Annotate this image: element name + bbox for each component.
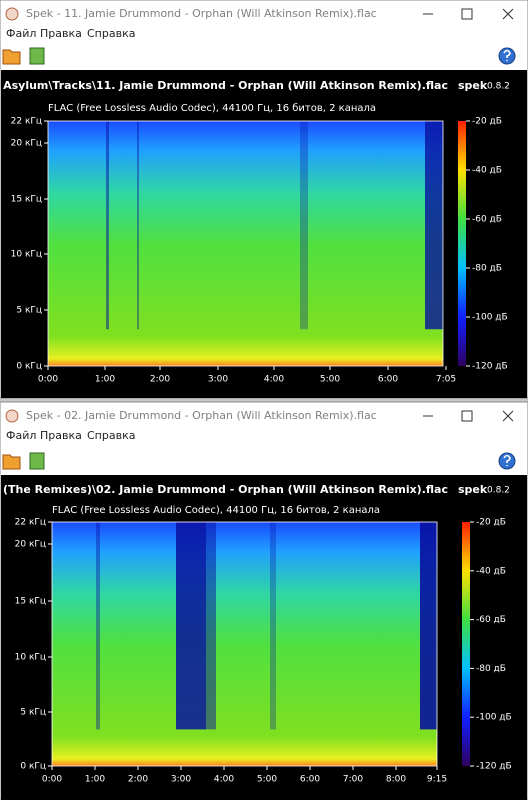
y-tick-label: 10 кГц — [11, 250, 42, 260]
spectrogram — [48, 121, 443, 366]
x-tick-label: 5:00 — [257, 775, 277, 785]
spectrogram-shade — [137, 121, 139, 330]
app-icon — [5, 409, 19, 423]
x-tick-label: 2:00 — [150, 375, 170, 385]
save-button[interactable] — [29, 47, 45, 65]
x-tick-label: 9:15 — [427, 775, 447, 785]
spectrogram-shade — [206, 522, 216, 730]
file-path: ... Asylum\Tracks\11. Jamie Drummond - O… — [0, 79, 448, 92]
help-glyph — [503, 49, 511, 61]
spectrogram-shade — [300, 121, 308, 330]
maximize-button[interactable] — [461, 410, 473, 422]
app-version: 0.8.2 — [487, 82, 510, 92]
db-tick-label: -120 дБ — [476, 762, 512, 772]
file-info: FLAC (Free Lossless Audio Codec), 44100 … — [48, 103, 376, 114]
menu-item[interactable]: Файл — [6, 27, 36, 40]
x-tick-label: 3:00 — [208, 375, 228, 385]
x-tick-label: 8:00 — [386, 775, 406, 785]
close-button[interactable] — [502, 8, 514, 20]
spectrogram-shade — [106, 121, 109, 330]
y-tick-label: 0 кГц — [16, 362, 42, 372]
x-tick-label: 6:00 — [378, 375, 398, 385]
db-tick-label: -20 дБ — [472, 117, 502, 127]
spectrogram — [52, 522, 437, 766]
menu-item[interactable]: Справка — [87, 429, 135, 442]
db-tick-label: -20 дБ — [476, 518, 506, 528]
window-title: Spek - 02. Jamie Drummond - Orphan (Will… — [26, 409, 377, 422]
save-button[interactable] — [29, 452, 45, 470]
x-tick-label: 4:00 — [214, 775, 234, 785]
x-tick-label: 2:00 — [128, 775, 148, 785]
x-tick-label: 1:00 — [85, 775, 105, 785]
menu-item[interactable]: Правка — [40, 27, 82, 40]
spectrogram-shade — [176, 522, 206, 730]
x-tick-label: 3:00 — [171, 775, 191, 785]
open-button[interactable] — [2, 49, 21, 65]
db-tick-label: -60 дБ — [476, 615, 506, 625]
spectrogram-shade — [420, 522, 437, 730]
spectrogram-shade — [425, 121, 443, 330]
menu-item[interactable]: Справка — [87, 27, 135, 40]
x-tick-label: 0:00 — [38, 375, 58, 385]
x-tick-label: 4:00 — [264, 375, 284, 385]
spectrogram-shade — [96, 522, 100, 730]
db-tick-label: -80 дБ — [476, 664, 506, 674]
help-glyph — [503, 454, 511, 466]
file-info: FLAC (Free Lossless Audio Codec), 44100 … — [52, 505, 380, 516]
y-tick-label: 22 кГц — [11, 117, 42, 127]
x-tick-label: 6:00 — [300, 775, 320, 785]
y-tick-label: 15 кГц — [11, 195, 42, 205]
maximize-button[interactable] — [461, 8, 473, 20]
app-name: spek — [458, 483, 488, 496]
db-tick-label: -40 дБ — [476, 566, 506, 576]
spectrogram-frame — [47, 120, 444, 367]
y-tick-label: 20 кГц — [15, 540, 46, 550]
db-colorbar — [458, 121, 466, 366]
y-tick-label: 15 кГц — [15, 597, 46, 607]
x-tick-label: 7:05 — [436, 375, 456, 385]
db-colorbar — [462, 522, 470, 766]
db-tick-label: -60 дБ — [472, 215, 502, 225]
db-tick-label: -100 дБ — [476, 713, 512, 723]
x-tick-label: 0:00 — [42, 775, 62, 785]
app-name: spek — [458, 79, 488, 92]
y-tick-label: 5 кГц — [16, 306, 42, 316]
x-tick-label: 5:00 — [320, 375, 340, 385]
db-tick-label: -80 дБ — [472, 264, 502, 274]
db-tick-label: -120 дБ — [472, 362, 508, 372]
spectrogram-frame — [51, 521, 438, 767]
file-path: ... (The Remixes)\02. Jamie Drummond - O… — [0, 483, 448, 496]
window-title: Spek - 11. Jamie Drummond - Orphan (Will… — [26, 7, 377, 20]
app-version: 0.8.2 — [487, 486, 510, 496]
open-button[interactable] — [2, 454, 21, 470]
db-tick-label: -40 дБ — [472, 166, 502, 176]
y-tick-label: 5 кГц — [20, 708, 46, 718]
spectrogram-shade — [270, 522, 276, 730]
menu-item[interactable]: Файл — [6, 429, 36, 442]
y-tick-label: 0 кГц — [20, 762, 46, 772]
app-icon — [5, 7, 19, 21]
y-tick-label: 20 кГц — [11, 139, 42, 149]
x-tick-label: 7:00 — [343, 775, 363, 785]
y-tick-label: 10 кГц — [15, 653, 46, 663]
menu-item[interactable]: Правка — [40, 429, 82, 442]
db-tick-label: -100 дБ — [472, 313, 508, 323]
close-button[interactable] — [502, 410, 514, 422]
x-tick-label: 1:00 — [95, 375, 115, 385]
y-tick-label: 22 кГц — [15, 518, 46, 528]
